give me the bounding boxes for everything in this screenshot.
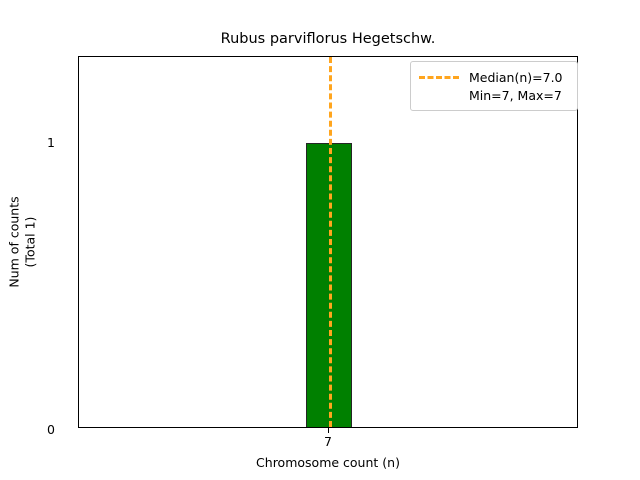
- y-tick-label-1: 1: [47, 135, 55, 150]
- legend-entry-minmax: Min=7, Max=7: [419, 86, 569, 104]
- legend-label-median: Median(n)=7.0: [469, 69, 563, 85]
- y-axis-label-container: Num of counts (Total 1): [0, 56, 44, 428]
- x-tick-label-7: 7: [324, 434, 332, 449]
- chart-title: Rubus parviflorus Hegetschw.: [220, 31, 436, 47]
- y-axis-label-line2: (Total 1): [22, 216, 37, 268]
- legend-entry-median: Median(n)=7.0: [419, 68, 569, 86]
- legend: Median(n)=7.0 Min=7, Max=7: [410, 61, 578, 111]
- x-tick-mark-7: [328, 428, 329, 433]
- plot-area: [78, 56, 578, 428]
- median-line: [329, 57, 332, 427]
- plot-inner: [79, 57, 577, 427]
- legend-label-minmax: Min=7, Max=7: [469, 87, 562, 103]
- dashed-line-icon: [419, 75, 459, 79]
- y-axis-label: Num of counts (Total 1): [6, 196, 37, 287]
- y-tick-label-0: 0: [47, 422, 55, 437]
- y-axis-label-line1: Num of counts: [6, 196, 22, 288]
- x-axis-label: Chromosome count (n): [256, 455, 400, 470]
